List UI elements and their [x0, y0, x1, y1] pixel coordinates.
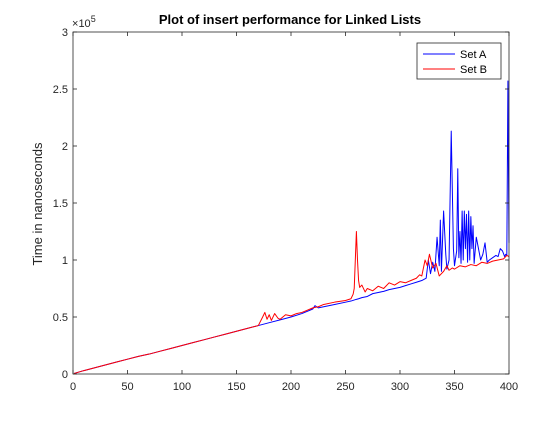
chart-title: Plot of insert performance for Linked Li…: [159, 12, 421, 27]
y-exponent-base: 10: [78, 18, 90, 30]
legend-entry-label: Set B: [460, 64, 487, 76]
x-tick-label: 150: [227, 381, 245, 393]
legend-box: [416, 42, 502, 80]
x-tick-label: 50: [121, 381, 133, 393]
x-tick-label: 300: [391, 381, 409, 393]
series-line-set-b: [73, 231, 510, 374]
axes-background: [73, 32, 509, 374]
y-exponent-label: ×105: [72, 14, 96, 30]
plot-area: 0 50 100 150 200 250 300 350 400 0 0.5 1 1.5 2 2.5 3 Set…: [53, 27, 518, 393]
y-tick-label: 0: [62, 369, 68, 381]
y-tick-label: 3: [62, 27, 68, 39]
y-exponent-prefix: ×: [72, 18, 78, 30]
y-tick-label: 2: [62, 141, 68, 153]
y-axis-label: Time in nanoseconds: [30, 142, 45, 266]
y-tick-label: 2.5: [53, 84, 68, 96]
x-tick-label: 0: [70, 381, 76, 393]
x-tick-label: 350: [445, 381, 463, 393]
y-tick-label: 0.5: [53, 312, 68, 324]
x-tick-label: 200: [282, 381, 300, 393]
y-tick-label: 1.5: [53, 198, 68, 210]
y-exponent-power: 5: [91, 14, 96, 24]
y-tick-label: 1: [62, 255, 68, 267]
legend-entry-label: Set A: [460, 49, 487, 61]
x-tick-label: 400: [500, 381, 518, 393]
x-tick-label: 100: [173, 381, 191, 393]
x-tick-label: 250: [336, 381, 354, 393]
